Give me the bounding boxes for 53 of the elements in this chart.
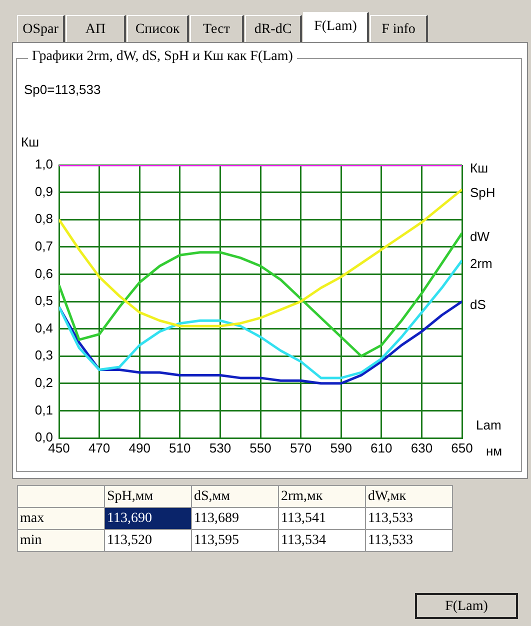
x-tick-label: 650: [451, 440, 473, 456]
x-tick-label: 550: [250, 440, 272, 456]
y-tick-label: 0,8: [34, 211, 53, 226]
series-label: SpH: [470, 185, 496, 200]
x-tick-label: 590: [330, 440, 352, 456]
text: 113,595: [192, 530, 278, 552]
x-tick-label: 630: [410, 440, 433, 456]
text: Тест: [190, 15, 244, 42]
text: 113,541: [278, 508, 366, 530]
x-axis-title: Lam: [476, 418, 502, 433]
series-label: Кш: [470, 160, 488, 176]
y-tick-label: 1,0: [34, 156, 53, 172]
y-tick-label: 0,4: [34, 320, 53, 336]
text: 113,689: [192, 508, 278, 530]
x-tick-label: 530: [209, 440, 232, 456]
series-label: dS: [470, 297, 486, 312]
text: АП: [66, 15, 126, 42]
text: SpH,мм: [104, 486, 192, 508]
text: 113,520: [104, 530, 192, 552]
series-label: 2rm: [470, 256, 492, 272]
y-tick-label: 0,9: [34, 184, 53, 199]
y-tick-label: 0,0: [34, 430, 53, 445]
text: F(Lam): [303, 12, 369, 42]
text: 113,534: [278, 530, 366, 552]
y-tick-label: 0,6: [34, 266, 53, 281]
y-tick-label: 0,3: [34, 348, 53, 363]
text: 113,533: [366, 530, 452, 552]
x-tick-label: 490: [128, 440, 150, 456]
text: F info: [370, 15, 428, 42]
text: F(Lam): [415, 593, 518, 619]
y-axis-title: Кш: [21, 134, 40, 150]
text: dW,мк: [366, 486, 452, 508]
text: OSpar: [17, 15, 65, 42]
text: max: [18, 508, 104, 530]
x-tick-label: 470: [88, 440, 110, 456]
x-tick-label: 570: [290, 440, 312, 456]
text: dS,мм: [192, 486, 278, 508]
text: Список: [127, 15, 189, 42]
text: нм: [486, 444, 502, 459]
text: min: [18, 530, 104, 552]
series-label: dW: [470, 228, 490, 244]
text: 113,533: [366, 508, 452, 530]
text: dR-dC: [245, 15, 302, 42]
y-tick-label: 0,2: [34, 374, 53, 390]
y-tick-label: 0,1: [34, 402, 53, 418]
x-tick-label: 610: [370, 440, 392, 456]
y-tick-label: 0,7: [34, 238, 53, 254]
text: 2rm,мк: [278, 486, 366, 508]
chart-title: Графики 2rm, dW, dS, SpH и Кш как F(Lam): [28, 49, 297, 65]
y-tick-label: 0,5: [34, 293, 53, 308]
x-tick-label: 510: [169, 440, 191, 456]
text: 113,690: [104, 508, 192, 530]
text: Sp0=113,533: [24, 82, 101, 97]
